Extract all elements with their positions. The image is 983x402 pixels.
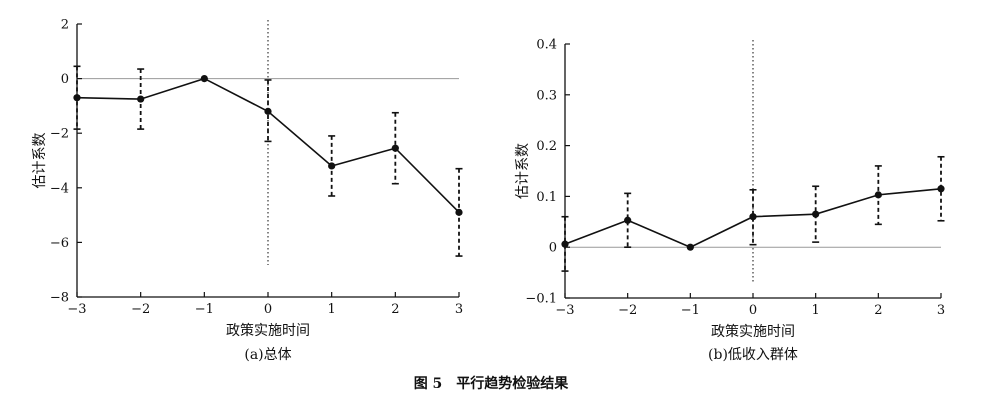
y-tick-label: 0.2 bbox=[536, 139, 557, 154]
data-point bbox=[264, 107, 272, 115]
figure-caption: 图 5 平行趋势检验结果 bbox=[414, 375, 570, 392]
data-point bbox=[200, 75, 208, 83]
data-point bbox=[624, 216, 632, 224]
data-point bbox=[812, 210, 820, 218]
y-tick-label: 2 bbox=[61, 18, 69, 33]
x-axis-title: 政策实施时间 bbox=[711, 323, 795, 340]
x-tick-label: 3 bbox=[937, 303, 945, 318]
y-tick-label: −8 bbox=[50, 291, 69, 306]
x-tick-label: 1 bbox=[812, 303, 820, 318]
x-tick-label: 2 bbox=[391, 302, 399, 317]
data-point bbox=[391, 144, 399, 152]
panel-subcaption: (a)总体 bbox=[244, 347, 291, 363]
x-tick-label: 3 bbox=[455, 302, 463, 317]
y-tick-label: −6 bbox=[50, 236, 69, 251]
x-tick-label: −2 bbox=[618, 303, 637, 318]
data-point bbox=[686, 243, 694, 251]
y-tick-label: 0.4 bbox=[536, 38, 557, 53]
data-point bbox=[73, 94, 81, 102]
x-axis-title: 政策实施时间 bbox=[226, 322, 310, 339]
y-tick-label: −4 bbox=[50, 181, 69, 196]
panel-a-total: −3 −2 −1 0 1 2 3 2 0 −2 −4 −6 −8 政策实施时间 估计系数 (a)总体 bbox=[32, 18, 463, 364]
data-point bbox=[561, 240, 569, 248]
y-axis-title: 估计系数 bbox=[515, 143, 531, 199]
x-tick-label: 0 bbox=[264, 302, 272, 317]
y-tick-label: 0.3 bbox=[536, 88, 557, 103]
y-tick-label: 0 bbox=[549, 241, 557, 256]
panel-subcaption: (b)低收入群体 bbox=[708, 347, 798, 363]
data-point bbox=[874, 191, 882, 199]
y-tick-label: −2 bbox=[50, 127, 69, 142]
x-tick-label: 1 bbox=[328, 302, 336, 317]
data-point bbox=[749, 213, 757, 221]
data-point bbox=[328, 162, 336, 170]
x-tick-label: 0 bbox=[749, 303, 757, 318]
panel-b-low-income: −3 −2 −1 0 1 2 3 0.4 0.3 0.2 0.1 0 −0.1 政策实施时间 估计系数 (b)… bbox=[515, 38, 945, 364]
x-tick-label: −3 bbox=[555, 303, 574, 318]
data-point bbox=[937, 185, 945, 193]
x-tick-label: −2 bbox=[131, 302, 150, 317]
x-tick-label: −1 bbox=[681, 303, 700, 318]
y-tick-label: −0.1 bbox=[525, 292, 557, 307]
y-axis-title: 估计系数 bbox=[32, 133, 48, 189]
x-tick-label: −3 bbox=[67, 302, 86, 317]
y-tick-label: 0 bbox=[61, 72, 69, 87]
x-tick-label: −1 bbox=[195, 302, 214, 317]
data-point bbox=[137, 95, 145, 103]
x-tick-label: 2 bbox=[874, 303, 882, 318]
data-point bbox=[455, 208, 463, 216]
y-tick-label: 0.1 bbox=[536, 190, 557, 205]
